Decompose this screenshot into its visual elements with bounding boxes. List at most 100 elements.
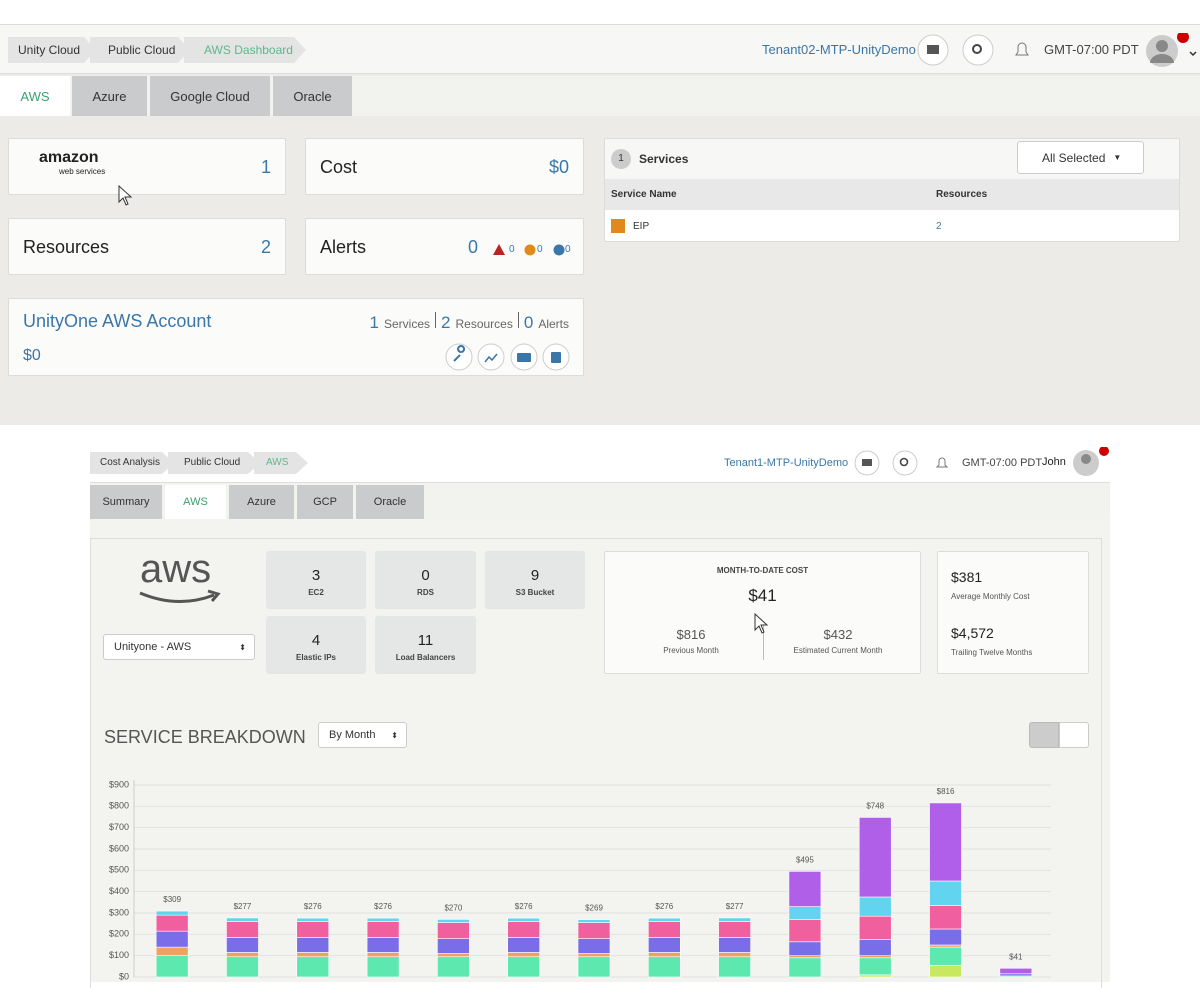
bar-segment bbox=[507, 917, 540, 922]
select-label: By Month bbox=[329, 729, 376, 741]
breadcrumb[interactable]: Public Cloud bbox=[90, 37, 190, 63]
header-bar bbox=[90, 443, 1110, 483]
logo-text: amazon bbox=[39, 149, 99, 166]
filter-label: All Selected bbox=[1042, 150, 1106, 165]
tab[interactable]: GCP bbox=[297, 485, 353, 519]
bar-segment bbox=[788, 919, 822, 943]
account-stats: 1 Services 2 Resources 0 Alerts bbox=[370, 312, 569, 333]
bar-segment bbox=[437, 953, 470, 958]
dropdown-caret[interactable] bbox=[1189, 51, 1197, 57]
trash-icon bbox=[551, 352, 561, 363]
stat-value: 1 bbox=[369, 313, 379, 332]
tab[interactable]: AWS bbox=[0, 76, 70, 116]
bar-segment bbox=[226, 937, 259, 953]
tenant-name[interactable]: Tenant1-MTP-UnityDemo bbox=[724, 457, 849, 469]
tab[interactable]: AWS bbox=[165, 485, 226, 519]
search-button[interactable] bbox=[892, 450, 918, 476]
bar-segment bbox=[788, 955, 822, 959]
service-name: EIP bbox=[633, 221, 650, 232]
stat-value: 2 bbox=[441, 313, 451, 332]
total-label: $269 bbox=[585, 904, 603, 913]
timezone: GMT-07:00 PDT bbox=[1044, 42, 1139, 57]
timezone: GMT-07:00 PDT bbox=[962, 457, 1043, 469]
list-view-button[interactable] bbox=[1059, 722, 1089, 748]
averages-card: $381 Average Monthly Cost $4,572 Trailin… bbox=[937, 551, 1089, 674]
bar-segment bbox=[929, 964, 962, 978]
tile-value: 11 bbox=[417, 632, 434, 649]
bar-segment bbox=[648, 937, 681, 953]
alerts-card: Alerts 0 0 0 0 bbox=[305, 218, 584, 275]
bar-segment bbox=[577, 919, 611, 923]
bar-segment bbox=[929, 928, 962, 946]
period-select[interactable]: By Month ⬍ bbox=[318, 722, 407, 748]
breadcrumb[interactable]: Unity Cloud bbox=[8, 37, 96, 63]
bell-icon[interactable] bbox=[1015, 42, 1029, 56]
tile-label: S3 Bucket bbox=[515, 588, 555, 597]
bar-segment bbox=[788, 906, 822, 920]
tab-label: Oracle bbox=[293, 88, 332, 104]
caret: ⬍ bbox=[391, 730, 398, 740]
bar-segment bbox=[648, 956, 681, 978]
separator bbox=[435, 312, 437, 328]
tile-value: 0 bbox=[421, 567, 430, 584]
card-label: Alerts bbox=[320, 237, 367, 257]
breadcrumb[interactable]: AWS bbox=[254, 452, 308, 474]
card-value: 0 bbox=[468, 237, 479, 257]
breadcrumb[interactable]: Cost Analysis bbox=[90, 452, 174, 474]
tab-label: Azure bbox=[92, 88, 127, 104]
bar-segment bbox=[296, 921, 330, 938]
bar-segment bbox=[155, 955, 189, 978]
bar-segment bbox=[296, 937, 330, 953]
stat-value: 0 bbox=[523, 313, 534, 332]
bar-segment bbox=[507, 921, 540, 938]
breadcrumb[interactable]: Public Cloud bbox=[168, 452, 260, 474]
bar-segment bbox=[788, 957, 822, 978]
user-name[interactable]: John bbox=[1042, 456, 1066, 468]
bar-segment bbox=[577, 938, 611, 954]
critical-icon bbox=[493, 244, 505, 255]
total-label: $816 bbox=[937, 787, 955, 796]
account-name[interactable]: UnityOne AWS Account bbox=[23, 311, 212, 331]
tab[interactable]: Azure bbox=[229, 485, 294, 519]
avatar-head bbox=[1156, 40, 1168, 52]
bar-segment bbox=[858, 974, 892, 978]
tile-label: RDS bbox=[417, 588, 434, 597]
bar-segment bbox=[226, 956, 259, 978]
tenant-name[interactable]: Tenant02-MTP-UnityDemo bbox=[762, 42, 916, 57]
chart-button[interactable] bbox=[477, 343, 505, 371]
total-label: $276 bbox=[374, 902, 392, 911]
total-label: $276 bbox=[304, 902, 322, 911]
account-select[interactable]: Unityone - AWS ⬍ bbox=[103, 634, 255, 660]
chart-view-button[interactable] bbox=[1029, 722, 1059, 748]
column-header: Resources bbox=[936, 189, 988, 200]
column-header-row bbox=[605, 179, 1179, 210]
total-label: $309 bbox=[163, 895, 181, 904]
search-button[interactable] bbox=[962, 34, 994, 66]
tab[interactable]: Azure bbox=[72, 76, 147, 116]
bar-segment bbox=[648, 917, 681, 922]
tab[interactable]: Summary bbox=[90, 485, 162, 519]
service-resources[interactable]: 2 bbox=[936, 221, 942, 232]
y-tick-label: $400 bbox=[109, 886, 129, 896]
tab[interactable]: Oracle bbox=[273, 76, 352, 116]
y-tick-label: $200 bbox=[109, 929, 129, 939]
bar-segment bbox=[366, 956, 400, 978]
bar-segment bbox=[226, 921, 259, 938]
bar-segment bbox=[718, 956, 751, 978]
bar-segment bbox=[155, 946, 189, 956]
bell-icon[interactable] bbox=[935, 457, 949, 468]
services-filter[interactable]: All Selected ▼ bbox=[1017, 141, 1144, 174]
provider-card[interactable]: amazon web services 1 bbox=[8, 138, 286, 195]
alert-count: 0 bbox=[565, 244, 571, 255]
bar-segment bbox=[155, 930, 189, 948]
bar-segment bbox=[858, 957, 892, 976]
bar-segment bbox=[718, 917, 751, 922]
card-label: Cost bbox=[320, 157, 358, 177]
bar-segment bbox=[929, 880, 962, 906]
breadcrumb[interactable]: AWS Dashboard bbox=[184, 37, 306, 63]
tile-label: Load Balancers bbox=[395, 653, 456, 662]
tab[interactable]: Oracle bbox=[356, 485, 424, 519]
tab[interactable]: Google Cloud bbox=[150, 76, 270, 116]
bar-segment bbox=[437, 956, 470, 978]
resources-card: Resources 2 bbox=[8, 218, 286, 275]
